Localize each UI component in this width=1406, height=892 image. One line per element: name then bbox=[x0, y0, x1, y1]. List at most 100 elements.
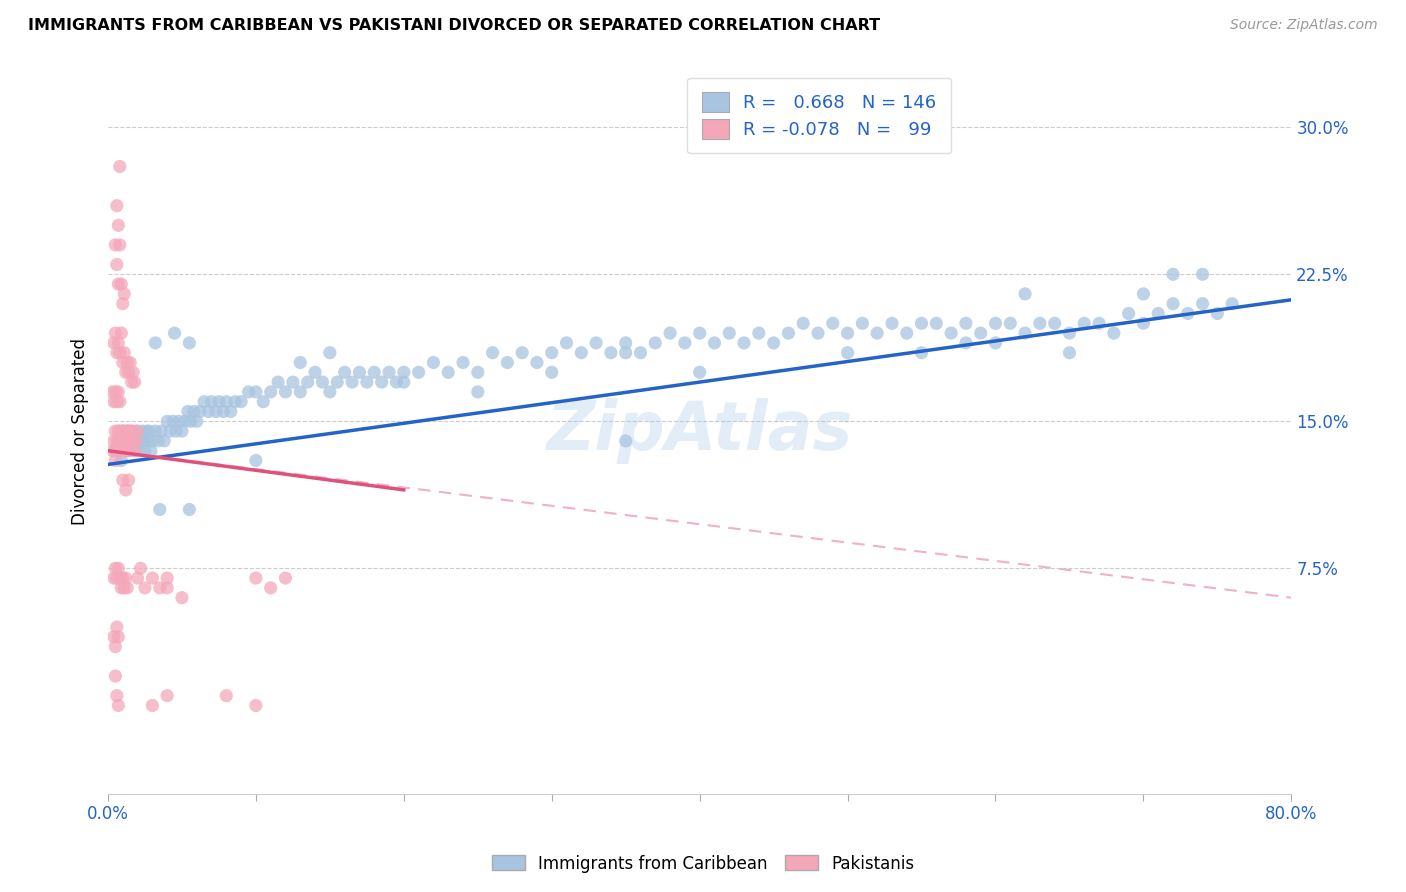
Point bbox=[112, 581, 135, 595]
Point bbox=[110, 453, 132, 467]
Point bbox=[141, 698, 163, 713]
Point bbox=[121, 424, 143, 438]
Point bbox=[115, 434, 138, 448]
Point bbox=[132, 434, 155, 448]
Point bbox=[104, 640, 127, 654]
Point bbox=[122, 365, 145, 379]
Point bbox=[311, 375, 333, 389]
Point bbox=[245, 384, 267, 399]
Point bbox=[224, 394, 246, 409]
Point bbox=[281, 375, 304, 389]
Point bbox=[110, 434, 132, 448]
Point bbox=[437, 365, 460, 379]
Point bbox=[114, 434, 136, 448]
Point bbox=[107, 424, 129, 438]
Point bbox=[1000, 316, 1022, 330]
Point bbox=[114, 434, 136, 448]
Point bbox=[103, 434, 125, 448]
Point bbox=[1088, 316, 1111, 330]
Point bbox=[363, 365, 385, 379]
Point bbox=[159, 424, 181, 438]
Point bbox=[118, 424, 141, 438]
Point bbox=[290, 355, 312, 369]
Point bbox=[127, 424, 149, 438]
Point bbox=[1059, 345, 1081, 359]
Point bbox=[136, 434, 159, 448]
Point bbox=[1161, 296, 1184, 310]
Point bbox=[139, 443, 162, 458]
Point bbox=[127, 571, 149, 585]
Point bbox=[163, 326, 186, 340]
Point bbox=[837, 345, 859, 359]
Point bbox=[104, 238, 127, 252]
Point bbox=[112, 345, 135, 359]
Point bbox=[115, 581, 138, 595]
Point bbox=[984, 316, 1007, 330]
Point bbox=[1161, 268, 1184, 282]
Point bbox=[101, 384, 124, 399]
Point bbox=[188, 404, 211, 418]
Point bbox=[340, 375, 363, 389]
Y-axis label: Divorced or Separated: Divorced or Separated bbox=[72, 337, 89, 524]
Point bbox=[118, 443, 141, 458]
Point bbox=[385, 375, 408, 389]
Point bbox=[131, 424, 153, 438]
Point bbox=[267, 375, 290, 389]
Point bbox=[1132, 316, 1154, 330]
Point bbox=[422, 355, 444, 369]
Point bbox=[149, 502, 172, 516]
Point bbox=[125, 424, 148, 438]
Point bbox=[540, 365, 562, 379]
Point bbox=[467, 384, 489, 399]
Point bbox=[104, 443, 127, 458]
Point bbox=[114, 571, 136, 585]
Point bbox=[111, 424, 134, 438]
Point bbox=[215, 394, 238, 409]
Point bbox=[585, 335, 607, 350]
Point bbox=[177, 404, 200, 418]
Point bbox=[252, 394, 274, 409]
Point bbox=[111, 571, 134, 585]
Point bbox=[134, 443, 156, 458]
Point bbox=[170, 424, 193, 438]
Point bbox=[111, 355, 134, 369]
Point bbox=[970, 326, 993, 340]
Point bbox=[851, 316, 873, 330]
Point bbox=[569, 345, 592, 359]
Point bbox=[1177, 306, 1199, 320]
Point bbox=[392, 375, 415, 389]
Point bbox=[496, 355, 519, 369]
Point bbox=[129, 561, 152, 575]
Point bbox=[110, 581, 132, 595]
Point bbox=[297, 375, 319, 389]
Point bbox=[156, 689, 179, 703]
Point bbox=[526, 355, 548, 369]
Point bbox=[108, 424, 131, 438]
Point bbox=[792, 316, 814, 330]
Point bbox=[112, 443, 135, 458]
Point bbox=[1014, 326, 1036, 340]
Point bbox=[703, 335, 725, 350]
Point bbox=[866, 326, 889, 340]
Point bbox=[245, 453, 267, 467]
Point bbox=[939, 326, 962, 340]
Point bbox=[762, 335, 785, 350]
Point bbox=[910, 316, 932, 330]
Point bbox=[193, 394, 215, 409]
Point bbox=[215, 689, 238, 703]
Point bbox=[121, 424, 143, 438]
Point bbox=[104, 453, 127, 467]
Point bbox=[105, 434, 128, 448]
Point bbox=[555, 335, 578, 350]
Point bbox=[105, 571, 128, 585]
Point bbox=[141, 571, 163, 585]
Point bbox=[110, 277, 132, 292]
Point bbox=[896, 326, 918, 340]
Point bbox=[165, 424, 187, 438]
Point bbox=[955, 335, 977, 350]
Point bbox=[111, 473, 134, 487]
Point bbox=[600, 345, 623, 359]
Point bbox=[1118, 306, 1140, 320]
Point bbox=[955, 316, 977, 330]
Point bbox=[153, 434, 176, 448]
